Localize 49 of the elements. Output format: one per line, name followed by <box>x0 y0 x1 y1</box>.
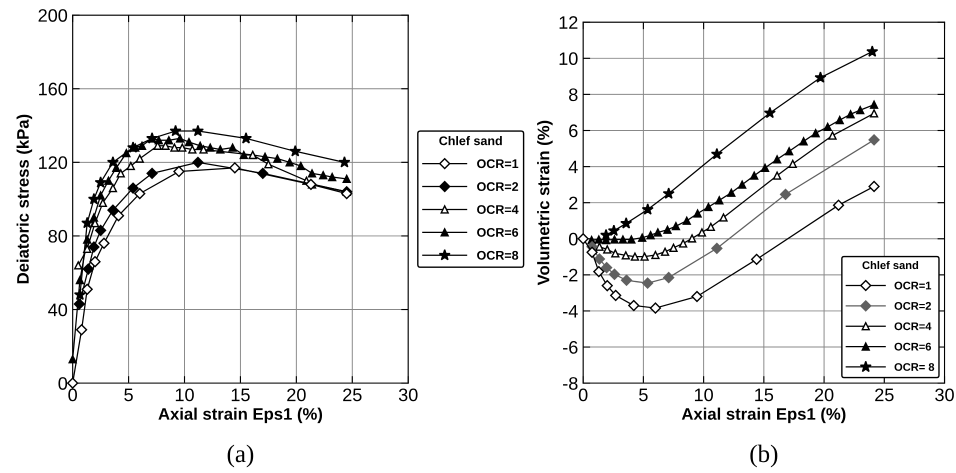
y-tick-label: 2 <box>569 196 578 210</box>
y-tick-label: 4 <box>568 160 578 174</box>
y-tick-label: 6 <box>569 124 578 138</box>
legend-label: OCR=2 <box>477 182 518 192</box>
legend-label: OCR=4 <box>477 205 519 214</box>
y-tick-label: 40 <box>48 303 68 316</box>
x-tick-label: 20 <box>287 388 306 402</box>
x-axis-title: Axial strain Eps1 (%) <box>158 408 322 424</box>
legend-title: Chlef sand <box>439 136 502 146</box>
x-tick-label: 25 <box>343 388 362 402</box>
legend-label: OCR=2 <box>894 302 931 310</box>
y-axis-title: Volumetric strain (%) <box>537 120 553 286</box>
y-tick-label: 120 <box>39 156 68 170</box>
x-tick-label: 5 <box>124 388 133 402</box>
x-tick-label: 15 <box>232 388 250 402</box>
y-tick-label: 160 <box>39 82 68 96</box>
y-tick-label: -6 <box>563 340 578 354</box>
legend-title: Chlef sand <box>862 260 918 270</box>
y-tick-label: 200 <box>38 9 68 22</box>
x-tick-label: 15 <box>755 388 774 402</box>
legend-label: OCR=1 <box>894 282 932 290</box>
y-tick-label: 80 <box>48 230 68 243</box>
y-tick-label: 8 <box>569 88 578 102</box>
x-tick-label: 10 <box>694 388 713 402</box>
y-tick-label: 0 <box>58 377 68 390</box>
text: (a) <box>228 444 254 468</box>
x-tick-label: 25 <box>875 388 894 402</box>
y-tick-label: 10 <box>560 52 578 66</box>
y-tick-label: 12 <box>560 16 578 29</box>
x-tick-label: 20 <box>814 388 834 402</box>
x-tick-label: 10 <box>176 388 194 402</box>
legend-label: OCR=6 <box>894 342 932 351</box>
legend-label: OCR=4 <box>894 322 932 330</box>
y-tick-label: -4 <box>563 305 578 318</box>
legend-label: OCR=1 <box>477 159 518 168</box>
x-axis-title: Axial strain Eps1 (%) <box>682 408 846 424</box>
text: (b) <box>750 444 778 468</box>
y-tick-label: -8 <box>563 377 578 390</box>
x-tick-label: 0 <box>578 388 588 402</box>
x-tick-label: 0 <box>68 388 77 402</box>
legend-label: OCR=6 <box>477 228 518 237</box>
x-tick-label: 30 <box>935 388 954 402</box>
legend-label: OCR=8 <box>477 250 518 260</box>
x-tick-label: 5 <box>639 388 648 402</box>
y-tick-label: -2 <box>563 268 578 282</box>
x-tick-label: 30 <box>398 388 418 402</box>
y-tick-label: 0 <box>568 232 578 246</box>
y-axis-title: Deiatoric stress (kPa) <box>16 114 32 284</box>
legend-label: OCR= 8 <box>894 363 934 371</box>
